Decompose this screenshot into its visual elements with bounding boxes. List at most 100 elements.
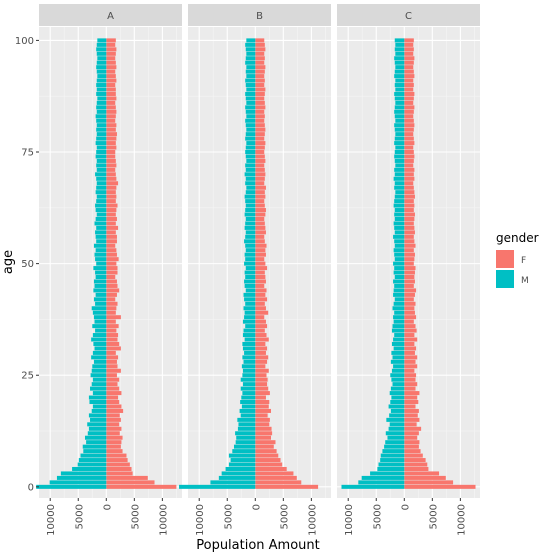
bar-female bbox=[404, 225, 415, 230]
bar-male bbox=[384, 444, 405, 449]
bar-male bbox=[228, 453, 256, 458]
bar-male bbox=[245, 105, 256, 110]
bar-male bbox=[242, 319, 256, 324]
bar-female bbox=[404, 194, 415, 199]
bar-male bbox=[93, 288, 107, 293]
bar-female bbox=[404, 435, 418, 440]
bar-male bbox=[235, 440, 256, 445]
bar-male bbox=[394, 91, 405, 96]
bar-male bbox=[245, 288, 256, 293]
bar-male bbox=[380, 458, 405, 463]
bar-female bbox=[106, 42, 116, 47]
bar-female bbox=[255, 65, 266, 70]
bar-female bbox=[255, 364, 266, 369]
bar-female bbox=[404, 283, 414, 288]
bar-male bbox=[96, 225, 107, 230]
bar-female bbox=[255, 417, 270, 422]
bar-male bbox=[92, 324, 107, 329]
bar-male bbox=[89, 400, 107, 405]
bar-male bbox=[233, 444, 256, 449]
bar-male bbox=[241, 404, 256, 409]
bar-female bbox=[255, 225, 266, 230]
bar-male bbox=[96, 136, 107, 141]
bar-male bbox=[95, 234, 107, 239]
x-tick-label: 0 bbox=[102, 504, 113, 510]
bar-female bbox=[255, 373, 267, 378]
bar-female bbox=[106, 315, 121, 320]
bar-male bbox=[246, 87, 256, 92]
bar-male bbox=[239, 408, 256, 413]
bar-female bbox=[404, 42, 414, 47]
bar-female bbox=[255, 279, 266, 284]
legend-label-M: M bbox=[521, 276, 529, 286]
bar-female bbox=[106, 382, 118, 387]
bar-female bbox=[106, 310, 116, 315]
bar-female bbox=[106, 123, 117, 128]
y-tick-label: 25 bbox=[21, 371, 34, 382]
bar-male bbox=[96, 60, 107, 65]
bar-female bbox=[106, 306, 117, 311]
bar-female bbox=[255, 328, 265, 333]
bar-male bbox=[96, 87, 107, 92]
bar-female bbox=[255, 435, 271, 440]
bar-female bbox=[255, 257, 265, 262]
bar-female bbox=[255, 123, 265, 128]
bar-female bbox=[255, 471, 294, 476]
bar-female bbox=[255, 275, 266, 280]
bar-female bbox=[404, 382, 418, 387]
bar-male bbox=[390, 386, 405, 391]
bar-male bbox=[242, 382, 256, 387]
bar-female bbox=[106, 114, 116, 119]
bar-male bbox=[394, 257, 405, 262]
facet-panel-C: C 10000 5000 0 5000 10000 bbox=[337, 4, 480, 536]
bar-male bbox=[94, 221, 107, 226]
bar-male bbox=[392, 355, 405, 360]
bar-male bbox=[394, 56, 405, 61]
bar-female bbox=[404, 350, 415, 355]
bar-female bbox=[106, 51, 116, 56]
x-tick-label: 10000 bbox=[195, 504, 206, 536]
bar-female bbox=[106, 453, 127, 458]
x-axis-title: Population Amount bbox=[196, 538, 320, 553]
bar-male bbox=[394, 60, 405, 65]
bar-male bbox=[246, 127, 256, 132]
bar-female bbox=[106, 172, 116, 177]
bar-male bbox=[96, 181, 107, 186]
bar-female bbox=[106, 346, 121, 351]
bar-male bbox=[242, 373, 256, 378]
bar-female bbox=[404, 373, 417, 378]
bar-female bbox=[255, 337, 269, 342]
bar-male bbox=[96, 145, 107, 150]
bar-female bbox=[404, 310, 415, 315]
bar-male bbox=[96, 51, 107, 56]
bar-female bbox=[106, 225, 119, 230]
bar-male bbox=[246, 141, 256, 146]
x-tick-label: 10000 bbox=[456, 504, 467, 536]
bar-male bbox=[244, 350, 256, 355]
bar-male bbox=[385, 440, 405, 445]
bar-male bbox=[245, 234, 256, 239]
bar-male bbox=[395, 42, 405, 47]
bar-female bbox=[404, 297, 414, 302]
bar-female bbox=[255, 306, 266, 311]
bar-female bbox=[255, 333, 267, 338]
bar-male bbox=[95, 275, 107, 280]
bar-male bbox=[77, 462, 107, 467]
bar-female bbox=[255, 56, 265, 61]
bar-male bbox=[395, 65, 405, 70]
bar-male bbox=[96, 239, 107, 244]
bar-female bbox=[255, 127, 266, 132]
bar-male bbox=[237, 417, 256, 422]
bar-male bbox=[388, 404, 405, 409]
bar-male bbox=[393, 315, 405, 320]
bar-female bbox=[106, 400, 120, 405]
bar-female bbox=[255, 368, 269, 373]
bar-female bbox=[255, 413, 268, 418]
bar-male bbox=[387, 435, 405, 440]
bar-female bbox=[106, 212, 116, 217]
bar-female bbox=[404, 306, 415, 311]
bar-female bbox=[106, 163, 117, 168]
bar-male bbox=[92, 310, 107, 315]
bar-female bbox=[255, 87, 266, 92]
bar-female bbox=[255, 243, 267, 248]
